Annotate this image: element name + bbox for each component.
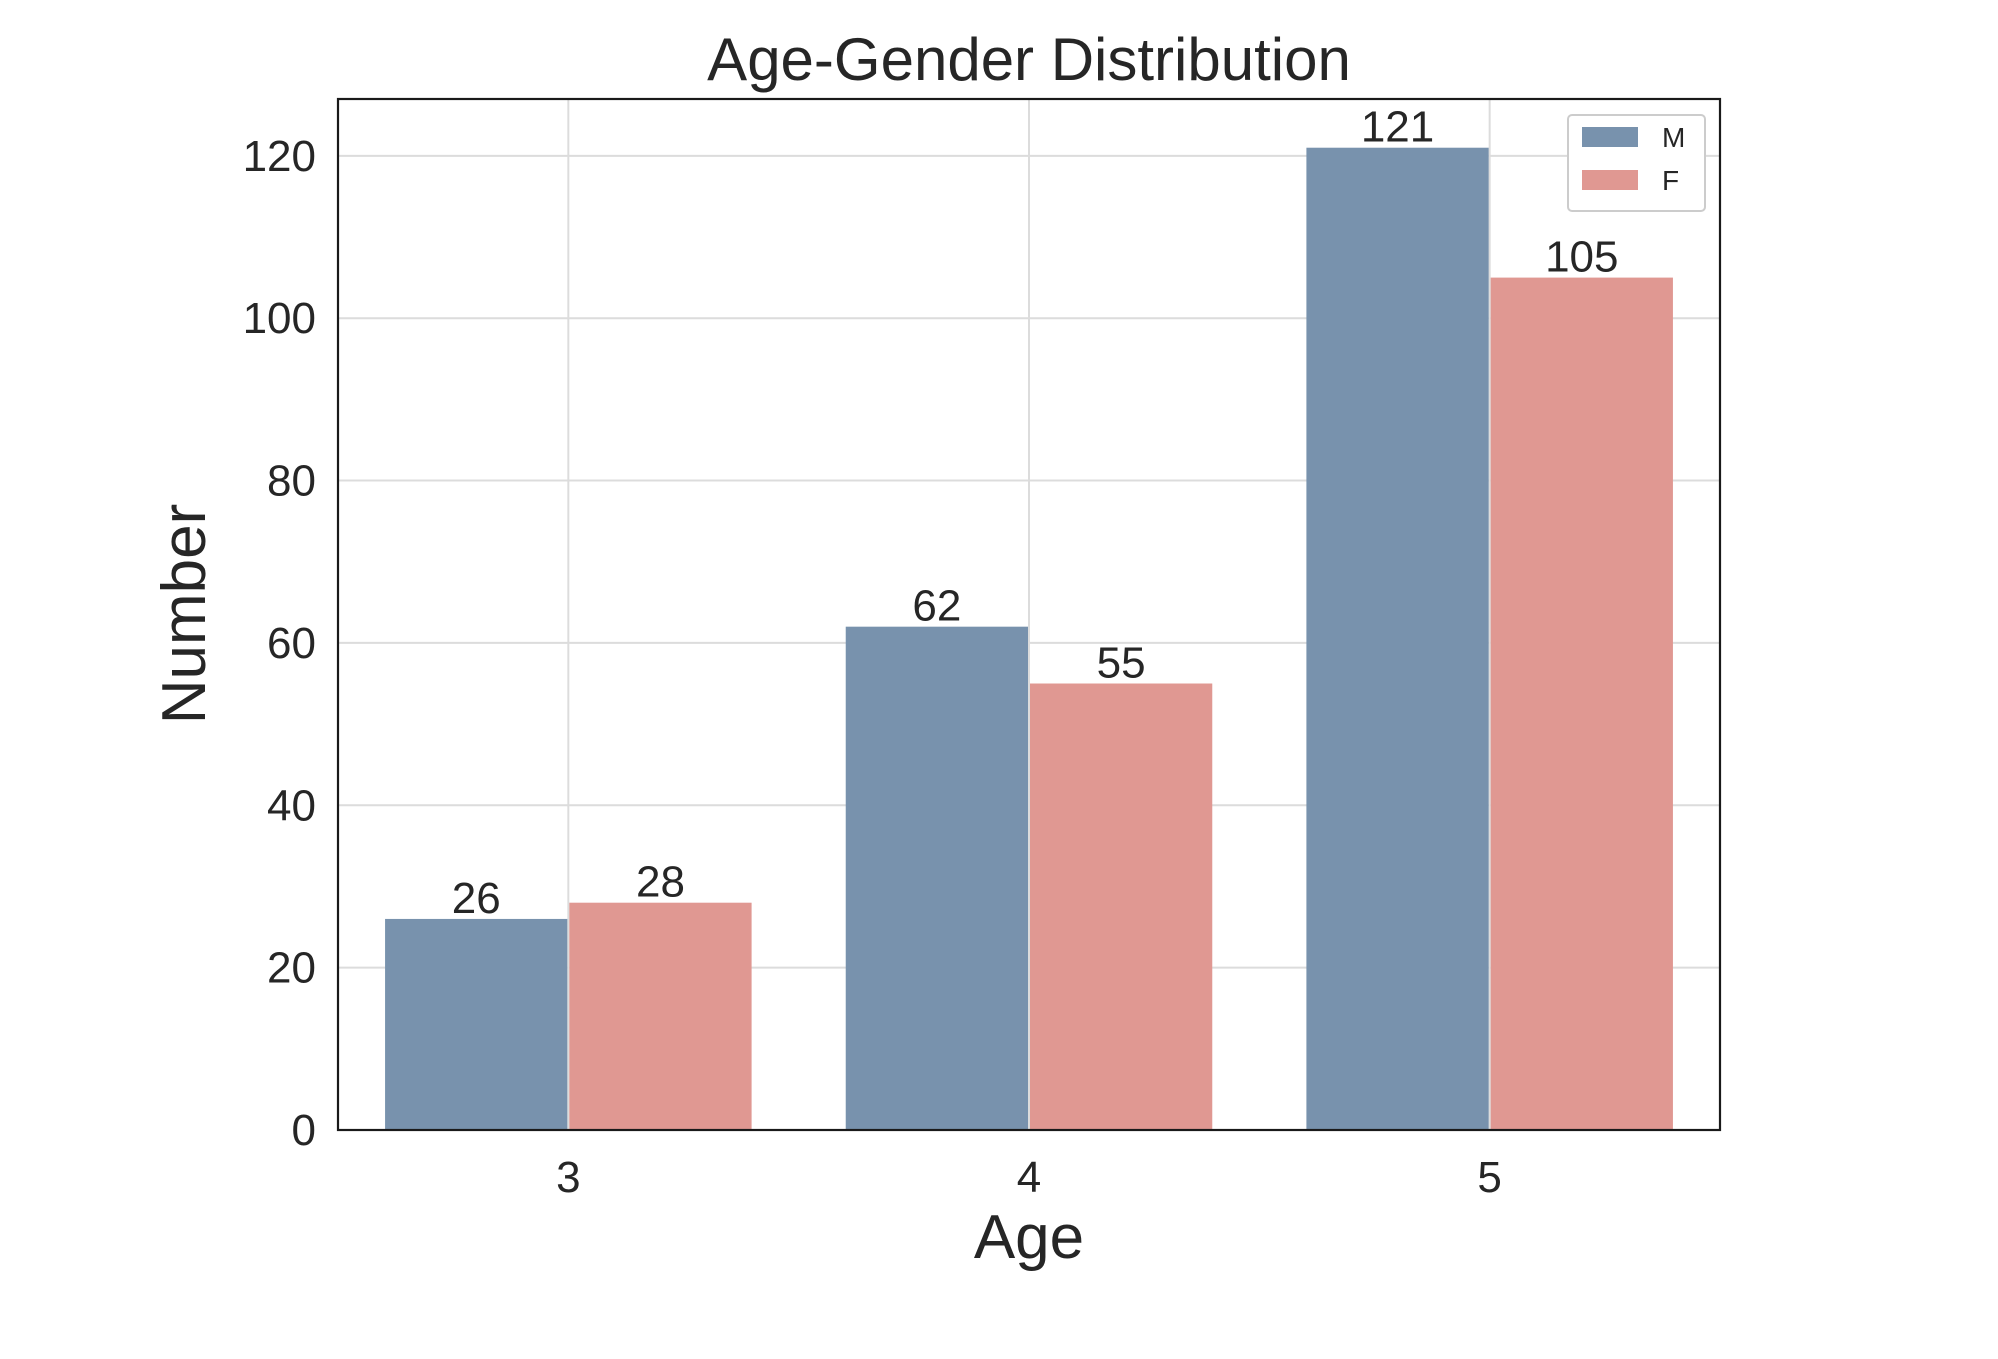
y-tick-label: 20 xyxy=(267,944,316,993)
x-tick-label: 3 xyxy=(556,1153,580,1202)
legend-swatch-m xyxy=(1582,127,1638,147)
bar-f-3 xyxy=(569,902,752,1130)
legend: MF xyxy=(1567,114,1706,212)
y-ticks: 0 20 40 60 80 100 120 xyxy=(243,132,316,1155)
data-label-f-5: 105 xyxy=(1545,233,1618,282)
data-label-m-5: 121 xyxy=(1361,103,1434,152)
plot-frame xyxy=(336,97,1722,1132)
legend-label-m: M xyxy=(1662,122,1685,153)
bar-m-4 xyxy=(845,626,1028,1130)
bar-f-5 xyxy=(1490,277,1673,1131)
legend-swatch-f xyxy=(1582,170,1638,190)
bar-m-5 xyxy=(1306,147,1489,1130)
chart-title: Age-Gender Distribution xyxy=(707,26,1351,93)
x-axis-label: Age xyxy=(974,1203,1084,1272)
data-label-f-4: 55 xyxy=(1097,639,1146,688)
y-tick-label: 60 xyxy=(267,619,316,668)
y-tick-label: 40 xyxy=(267,781,316,830)
y-tick-label: 0 xyxy=(292,1106,316,1155)
data-label-m-3: 26 xyxy=(452,874,501,923)
bar-m-3 xyxy=(385,918,568,1130)
data-label-f-3: 28 xyxy=(636,858,685,907)
x-tick-label: 5 xyxy=(1477,1153,1501,1202)
y-axis-label: Number xyxy=(150,504,219,725)
data-label-m-4: 62 xyxy=(912,582,961,631)
bars xyxy=(385,147,1673,1131)
y-tick-label: 120 xyxy=(243,132,316,181)
y-tick-label: 80 xyxy=(267,457,316,506)
gridlines xyxy=(338,99,1720,1130)
x-ticks: 3 4 5 xyxy=(556,1153,1502,1202)
bar-f-4 xyxy=(1030,683,1213,1130)
data-labels: 26 62 121 28 55 105 xyxy=(452,103,1619,923)
legend-label-f: F xyxy=(1662,165,1679,196)
x-tick-label: 4 xyxy=(1017,1153,1041,1202)
y-tick-label: 100 xyxy=(243,294,316,343)
